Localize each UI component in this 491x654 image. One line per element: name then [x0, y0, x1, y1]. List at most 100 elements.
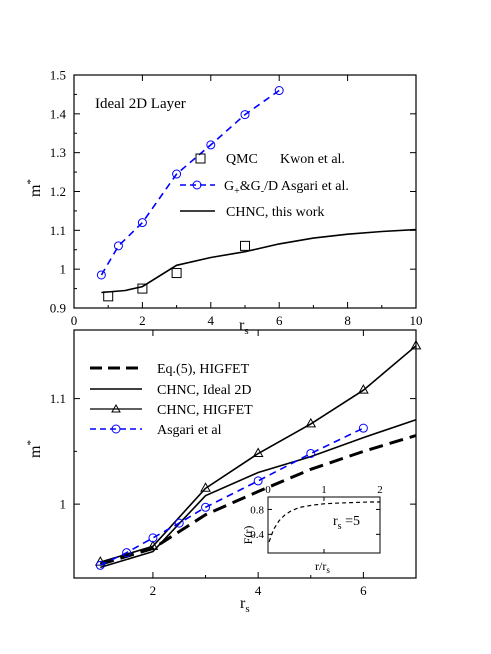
legend-asgari-al-marker	[111, 424, 121, 434]
inset-annotation-main: r	[333, 514, 338, 529]
bottom-axis-ticks: 2 4 6 1 1.1	[50, 330, 416, 598]
bottom-ylabel-main: m	[27, 445, 44, 458]
inset-panel: 0 1 20.40.8 F(r) r/rs rs =5	[241, 484, 383, 575]
data-point-circle	[201, 502, 211, 512]
inset-annotation-rest: =5	[342, 514, 360, 529]
bottom-ylabel-sup: *	[25, 440, 37, 446]
data-point-circle	[122, 548, 132, 558]
data-point-square	[103, 291, 114, 302]
x-tick-label: 10	[410, 313, 423, 328]
legend-asgari-part: G	[224, 179, 234, 194]
top-ylabel-main: m	[27, 184, 44, 197]
top-panel: 0 2 4 6 8 10 0.9 1 1.1 1.2 1.3 1.4 1.5 Ideal 2D Laye…	[25, 68, 423, 337]
legend-asgari-al: Asgari et al	[157, 423, 222, 438]
top-ylabel-sup: *	[25, 179, 37, 185]
top-legend: QMC Kwon et al. G+&G-/D Asgari et al. CHN…	[180, 152, 349, 220]
x-tick-label: 2	[377, 484, 383, 496]
y-tick-label: 1.1	[50, 391, 66, 406]
top-xlabel: rs	[239, 317, 249, 337]
legend-asgari-part: +	[234, 186, 240, 197]
y-tick-label: 1	[60, 497, 67, 512]
data-point-circle	[306, 448, 316, 458]
y-tick-label: 1.2	[50, 184, 66, 199]
data-point-triangle	[410, 339, 422, 350]
y-tick-label: 1.4	[50, 106, 67, 121]
legend-asgari-part: &G	[240, 179, 261, 194]
legend-circle-marker	[192, 180, 202, 190]
y-tick-label: 1.5	[50, 68, 66, 83]
data-point-circle	[137, 218, 147, 228]
y-tick-label: 0.8	[250, 504, 264, 516]
data-point-square	[240, 240, 250, 251]
series-line-1-0	[99, 434, 417, 566]
data-point-triangle	[358, 384, 369, 394]
legend-triangle-marker	[111, 403, 121, 413]
x-tick-label: 4	[208, 313, 215, 328]
bottom-xlabel: rs	[240, 595, 250, 615]
inset-ylabel: F(r)	[241, 526, 255, 545]
legend-qmc-extra: Kwon et al.	[280, 152, 345, 167]
top-xlabel-main: r	[239, 317, 245, 334]
series-line-0-2	[101, 228, 417, 294]
series-line-2-0	[268, 501, 380, 543]
bottom-plot-frame	[73, 329, 417, 579]
data-point-circle	[253, 476, 263, 486]
data-point-triangle	[147, 540, 159, 550]
bottom-panel: 2 4 611.1 m* rs Eq.(5), HIGFET CHNC, Ideal…	[25, 329, 422, 615]
top-xlabel-sub: s	[244, 325, 248, 337]
bottom-xlabel-sub: s	[245, 603, 249, 615]
legend-asgari: G+&G-/D Asgari et al.	[224, 179, 349, 197]
x-tick-label: 2	[150, 583, 157, 598]
series-line-1-1	[100, 418, 417, 569]
legend-chnc: CHNC, this work	[226, 205, 324, 220]
legend-qmc: QMC Kwon et al.	[226, 152, 345, 167]
legend-chnc-ideal: CHNC, Ideal 2D	[157, 383, 252, 398]
legend-square-marker	[195, 153, 206, 164]
inset-annotation: rs =5	[333, 514, 360, 532]
data-point-circle	[206, 140, 216, 150]
bottom-data-marks	[94, 339, 422, 570]
top-annotation: Ideal 2D Layer	[95, 96, 186, 112]
x-tick-label: 6	[276, 313, 283, 328]
data-point-circle	[148, 533, 158, 543]
data-point-circle	[113, 241, 123, 251]
legend-eq5: Eq.(5), HIGFET	[157, 362, 250, 377]
data-point-triangle	[305, 417, 317, 428]
x-tick-label: 8	[344, 313, 351, 328]
x-tick-label: 6	[360, 583, 367, 598]
data-point-square	[171, 268, 182, 279]
x-tick-label: 1	[321, 484, 327, 496]
y-tick-label: 0.9	[50, 301, 66, 316]
top-axis-ticks: 0 2 4 6 8 10 0.9 1 1.1 1.2 1.3 1.4 1.5	[50, 68, 423, 328]
data-point-triangle	[252, 447, 264, 457]
bottom-legend: Eq.(5), HIGFET CHNC, Ideal 2D CHNC, HIGF…	[90, 362, 253, 438]
data-point-circle	[96, 270, 106, 280]
x-tick-label: 4	[255, 583, 262, 598]
bottom-xlabel-main: r	[240, 595, 246, 612]
inset-xlabel-sub: s	[326, 565, 330, 575]
legend-qmc-main: QMC	[226, 152, 258, 167]
data-point-square	[137, 283, 148, 294]
data-point-circle	[240, 110, 250, 120]
legend-asgari-part: /D Asgari et al.	[264, 179, 349, 194]
series-line-1-2	[100, 345, 417, 563]
bottom-ylabel: m*	[25, 440, 44, 458]
inset-data-marks	[268, 501, 380, 543]
top-ylabel: m*	[25, 179, 44, 197]
data-point-circle	[174, 518, 184, 528]
y-tick-label: 0.4	[250, 529, 264, 541]
inset-annotation-sub: s	[338, 521, 342, 532]
series-line-1-3	[99, 427, 364, 567]
legend-asgari-part: -	[261, 186, 264, 197]
x-tick-label: 2	[139, 313, 146, 328]
top-data-marks	[96, 86, 417, 302]
series-line-0-1	[100, 89, 280, 276]
inset-frame	[267, 496, 381, 554]
data-point-circle	[274, 86, 284, 96]
inset-axis-ticks: 0 1 2 0.4 0.8	[250, 484, 383, 553]
data-point-circle	[172, 169, 182, 179]
x-tick-label: 0	[265, 484, 271, 496]
y-tick-label: 1.1	[50, 223, 66, 238]
data-point-circle	[95, 560, 105, 570]
